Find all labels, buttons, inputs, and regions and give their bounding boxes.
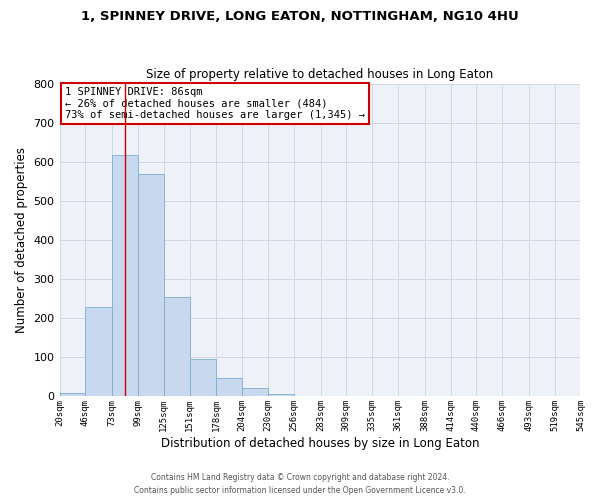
X-axis label: Distribution of detached houses by size in Long Eaton: Distribution of detached houses by size … (161, 437, 479, 450)
Bar (59, 392, 85, 396)
Bar (190, 360, 217, 397)
Bar (138, 174, 164, 396)
Text: 1 SPINNEY DRIVE: 86sqm
← 26% of detached houses are smaller (484)
73% of semi-de: 1 SPINNEY DRIVE: 86sqm ← 26% of detached… (65, 86, 365, 120)
Title: Size of property relative to detached houses in Long Eaton: Size of property relative to detached ho… (146, 68, 494, 81)
Bar (242, 388, 268, 396)
Y-axis label: Number of detached properties: Number of detached properties (15, 147, 28, 333)
Bar (268, 394, 294, 396)
Text: Contains HM Land Registry data © Crown copyright and database right 2024.
Contai: Contains HM Land Registry data © Crown c… (134, 474, 466, 495)
Text: 1, SPINNEY DRIVE, LONG EATON, NOTTINGHAM, NG10 4HU: 1, SPINNEY DRIVE, LONG EATON, NOTTINGHAM… (81, 10, 519, 23)
Bar (164, 298, 190, 396)
Bar (217, 378, 242, 396)
Bar (112, 154, 138, 396)
Bar (85, 308, 112, 396)
